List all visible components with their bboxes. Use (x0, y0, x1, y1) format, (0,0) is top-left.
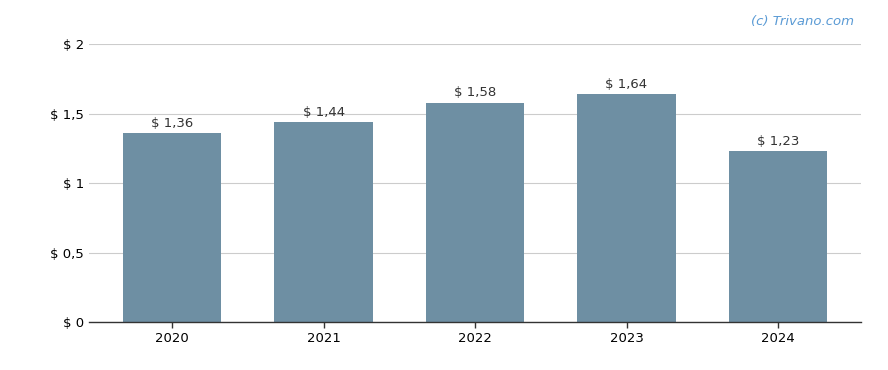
Text: $ 1,64: $ 1,64 (606, 78, 647, 91)
Text: $ 1,23: $ 1,23 (757, 135, 799, 148)
Bar (729, 151, 828, 322)
Bar (274, 122, 373, 322)
Text: $ 1,36: $ 1,36 (151, 117, 194, 130)
Text: $ 1,58: $ 1,58 (454, 86, 496, 99)
Bar (123, 133, 221, 322)
Text: $ 1,44: $ 1,44 (303, 105, 345, 119)
Bar (577, 94, 676, 322)
Bar (426, 102, 524, 322)
Text: (c) Trivano.com: (c) Trivano.com (750, 15, 853, 28)
